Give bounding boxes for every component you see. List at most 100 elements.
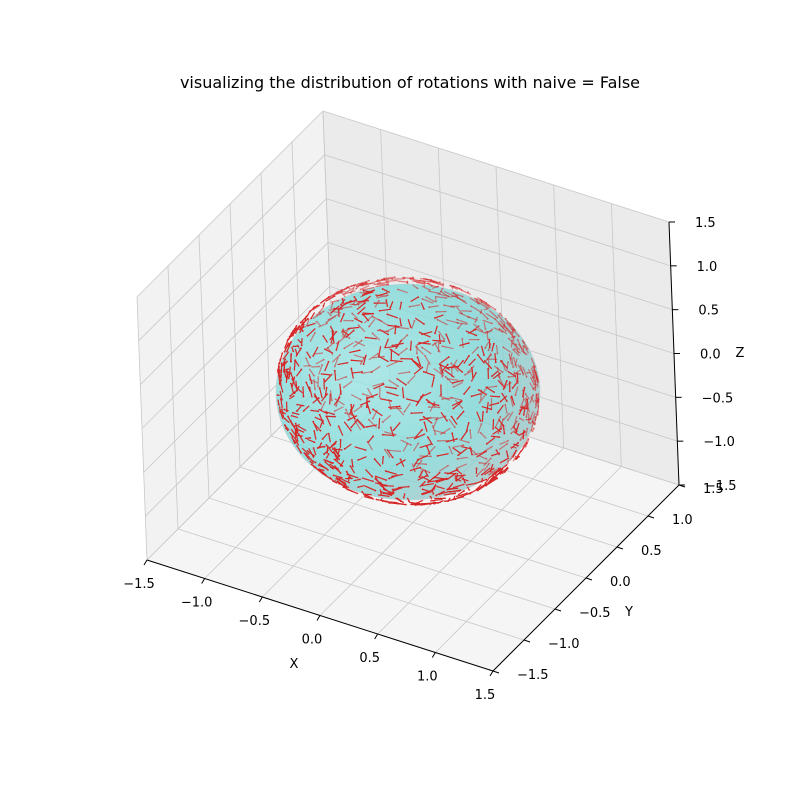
rotation-marker-head: [387, 495, 390, 498]
rotation-marker-head: [443, 338, 446, 341]
rotation-marker: [507, 370, 516, 377]
rotation-marker: [510, 421, 518, 431]
rotation-marker-head: [475, 328, 478, 331]
rotation-marker: [431, 424, 436, 435]
rotation-marker-head: [460, 400, 463, 402]
rotation-marker: [471, 367, 474, 378]
rotation-marker: [497, 375, 504, 386]
rotation-marker: [468, 358, 476, 366]
rotation-marker: [372, 382, 384, 387]
rotation-marker-head: [314, 388, 316, 391]
rotation-marker: [311, 463, 317, 469]
rotation-marker: [457, 456, 468, 460]
rotation-marker-head: [371, 475, 374, 478]
rotation-marker: [353, 354, 364, 359]
rotation-marker-head: [433, 502, 436, 505]
rotation-marker: [283, 351, 290, 359]
rotation-marker: [412, 284, 418, 289]
rotation-marker: [427, 436, 434, 446]
rotation-marker-head: [503, 432, 506, 435]
rotation-marker-head: [508, 390, 511, 393]
rotation-marker: [309, 304, 319, 312]
rotation-marker-head: [360, 321, 363, 323]
rotation-marker-head: [525, 397, 528, 400]
rotation-marker-head: [416, 459, 419, 461]
rotation-marker-head: [328, 373, 331, 376]
rotation-marker: [456, 306, 463, 315]
rotation-marker: [372, 408, 383, 417]
rotation-marker-head: [526, 347, 529, 350]
rotation-marker-head: [421, 428, 424, 431]
rotation-marker: [329, 390, 333, 401]
rotation-marker: [425, 295, 435, 302]
rotation-marker-head: [279, 376, 281, 379]
rotation-marker: [421, 503, 430, 506]
rotation-marker-head: [297, 425, 300, 428]
rotation-marker: [286, 341, 292, 348]
rotation-marker-head: [339, 304, 342, 306]
rotation-marker-head: [361, 294, 364, 297]
rotation-marker: [396, 377, 407, 386]
rotation-marker-head: [392, 492, 394, 495]
rotation-marker-head: [478, 461, 481, 464]
rotation-marker: [340, 298, 346, 306]
y-tick-label: 0.5: [641, 544, 662, 559]
rotation-marker: [511, 357, 514, 368]
rotation-marker: [423, 371, 435, 377]
rotation-marker: [429, 305, 439, 308]
rotation-marker: [442, 345, 454, 350]
rotation-marker: [419, 443, 431, 449]
rotation-marker: [389, 348, 399, 356]
rotation-marker: [349, 349, 360, 354]
rotation-marker-head: [303, 452, 306, 454]
rotation-marker: [464, 369, 474, 376]
rotation-marker: [509, 452, 516, 461]
rotation-marker-head: [371, 312, 374, 315]
rotation-marker: [322, 433, 328, 440]
rotation-marker-head: [504, 317, 507, 320]
rotation-marker: [457, 297, 468, 305]
rotation-marker-head: [525, 353, 528, 356]
rotation-marker-head: [484, 331, 487, 334]
rotation-marker-head: [533, 383, 536, 386]
rotation-marker-head: [359, 478, 361, 481]
rotation-marker-head: [382, 455, 385, 458]
z-tick-label: 1.5: [695, 216, 716, 231]
rotation-marker: [443, 304, 456, 309]
rotation-marker-head: [518, 348, 521, 351]
rotation-marker: [410, 278, 422, 282]
rotation-marker-head: [342, 292, 344, 295]
rotation-marker-head: [485, 478, 488, 481]
rotation-marker-head: [277, 403, 280, 406]
rotation-marker: [295, 325, 301, 334]
rotation-marker: [487, 476, 498, 484]
rotation-marker-head: [485, 442, 488, 445]
rotation-marker-head: [387, 283, 390, 286]
rotation-marker-head: [318, 365, 321, 368]
rotation-marker-head: [507, 459, 510, 462]
rotation-marker-head: [461, 295, 464, 298]
rotation-marker: [351, 458, 354, 467]
rotation-marker-head: [339, 438, 342, 441]
rotation-marker: [489, 467, 500, 474]
rotation-marker-head: [487, 482, 490, 484]
x-tick: [316, 615, 321, 621]
rotation-marker-head: [441, 398, 443, 400]
rotation-marker-head: [301, 330, 304, 333]
rotation-marker-head: [512, 348, 515, 351]
rotation-marker-head: [317, 410, 320, 413]
rotation-marker: [504, 404, 508, 415]
rotation-marker-head: [491, 375, 493, 378]
rotation-marker: [332, 310, 341, 314]
rotation-marker-head: [518, 417, 521, 420]
rotation-marker-head: [427, 282, 429, 285]
rotation-marker-head: [389, 426, 392, 429]
rotation-marker-head: [296, 344, 299, 347]
rotation-marker: [281, 409, 285, 418]
rotation-marker-head: [447, 295, 450, 298]
rotation-marker: [344, 443, 352, 450]
rotation-marker: [344, 300, 355, 305]
rotation-marker-head: [378, 426, 380, 429]
rotation-marker-head: [484, 328, 487, 330]
rotation-marker: [303, 405, 310, 412]
